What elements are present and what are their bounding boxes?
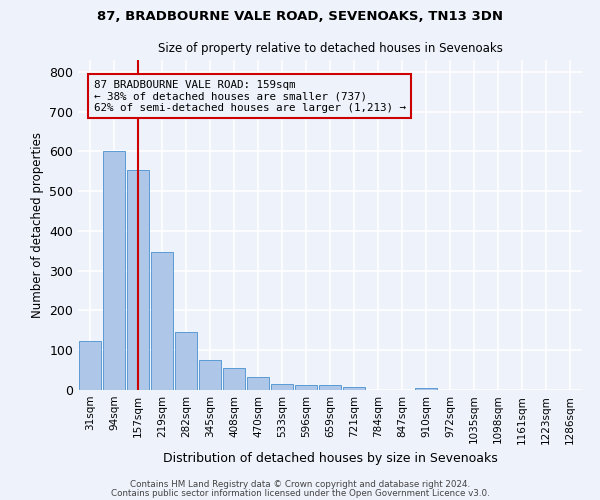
Bar	[199, 360, 221, 390]
Bar	[175, 332, 197, 390]
Bar	[223, 368, 245, 390]
Bar	[247, 377, 269, 390]
Y-axis label: Number of detached properties: Number of detached properties	[31, 132, 44, 318]
Bar	[343, 387, 365, 390]
Bar	[271, 384, 293, 390]
Text: Contains HM Land Registry data © Crown copyright and database right 2024.: Contains HM Land Registry data © Crown c…	[130, 480, 470, 489]
Bar	[295, 385, 317, 390]
Bar	[151, 252, 173, 390]
Bar	[415, 388, 437, 390]
Text: 87 BRADBOURNE VALE ROAD: 159sqm
← 38% of detached houses are smaller (737)
62% o: 87 BRADBOURNE VALE ROAD: 159sqm ← 38% of…	[94, 80, 406, 113]
Text: Contains public sector information licensed under the Open Government Licence v3: Contains public sector information licen…	[110, 488, 490, 498]
Bar	[127, 170, 149, 390]
Text: 87, BRADBOURNE VALE ROAD, SEVENOAKS, TN13 3DN: 87, BRADBOURNE VALE ROAD, SEVENOAKS, TN1…	[97, 10, 503, 23]
Bar	[79, 342, 101, 390]
Title: Size of property relative to detached houses in Sevenoaks: Size of property relative to detached ho…	[158, 42, 502, 54]
X-axis label: Distribution of detached houses by size in Sevenoaks: Distribution of detached houses by size …	[163, 452, 497, 465]
Bar	[103, 152, 125, 390]
Bar	[319, 385, 341, 390]
